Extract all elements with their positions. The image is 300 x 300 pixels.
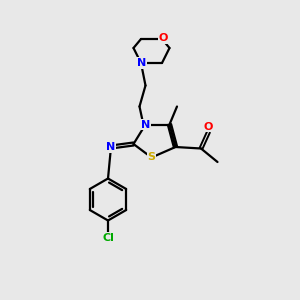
Text: Cl: Cl xyxy=(102,233,114,243)
Text: O: O xyxy=(204,122,213,132)
Text: N: N xyxy=(137,58,146,68)
Text: N: N xyxy=(141,119,150,130)
Text: N: N xyxy=(106,142,116,152)
Text: O: O xyxy=(158,33,168,43)
Text: S: S xyxy=(148,152,155,163)
